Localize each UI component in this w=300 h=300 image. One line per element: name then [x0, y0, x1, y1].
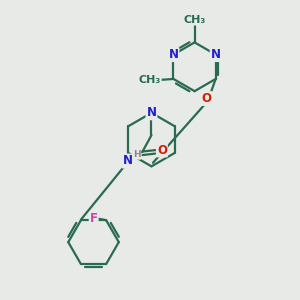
Text: N: N: [146, 106, 157, 119]
Text: CH₃: CH₃: [139, 76, 161, 85]
Text: CH₃: CH₃: [184, 14, 206, 25]
Text: F: F: [90, 212, 98, 225]
Text: O: O: [202, 92, 212, 105]
Text: N: N: [122, 154, 132, 167]
Text: O: O: [157, 143, 167, 157]
Text: N: N: [211, 48, 221, 61]
Text: H: H: [133, 150, 140, 159]
Text: N: N: [169, 48, 178, 61]
